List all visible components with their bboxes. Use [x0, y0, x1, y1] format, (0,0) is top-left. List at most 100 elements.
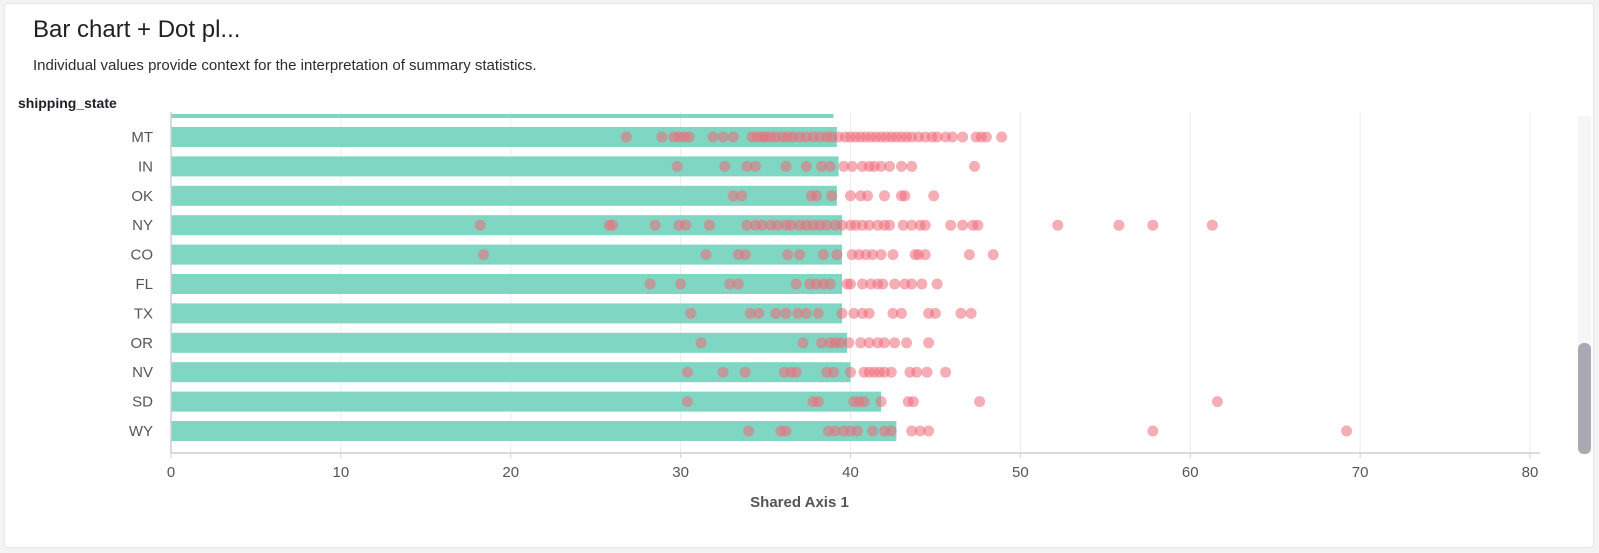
dot-ny — [945, 219, 957, 231]
dot-fl — [644, 278, 656, 290]
dot-fl — [724, 278, 736, 290]
dot-fl — [675, 278, 687, 290]
bar-mt — [171, 127, 837, 147]
x-tick-label: 70 — [1352, 464, 1369, 481]
scrollbar-thumb[interactable] — [1578, 343, 1591, 454]
dot-sd — [907, 396, 919, 408]
bar-ny — [171, 215, 843, 236]
bar-co — [171, 244, 843, 265]
dot-nv — [845, 366, 856, 378]
dot-in — [780, 160, 792, 172]
dot-tx — [770, 307, 782, 319]
dot-or — [878, 337, 890, 349]
dot-tx — [895, 307, 907, 319]
dot-nv — [681, 366, 693, 378]
dot-in — [824, 160, 836, 172]
dot-ny — [1206, 219, 1218, 231]
dot-sd — [858, 396, 870, 408]
dot-sd — [1211, 396, 1223, 408]
dot-in — [884, 160, 896, 172]
bar-ok — [171, 185, 837, 206]
dot-co — [875, 249, 887, 261]
dot-or — [863, 337, 875, 349]
dot-wy — [914, 425, 926, 437]
dot-mt — [931, 131, 943, 143]
x-tick-label: 80 — [1522, 464, 1539, 481]
dot-ok — [845, 190, 856, 202]
dot-ny — [919, 219, 931, 231]
category-label: CO — [131, 247, 154, 264]
x-axis-label: Shared Axis 1 — [750, 494, 849, 511]
dot-in — [906, 160, 918, 172]
category-label: SD — [132, 394, 153, 411]
dot-sd — [974, 396, 986, 408]
chart-subtitle: Individual values provide context for th… — [33, 57, 537, 74]
dot-ok — [736, 190, 748, 202]
dot-mt — [707, 131, 719, 143]
dot-wy — [923, 425, 935, 437]
dot-or — [923, 337, 935, 349]
dot-tx — [780, 307, 792, 319]
dot-wy — [1341, 425, 1353, 437]
bar-tx — [171, 303, 843, 324]
dot-nv — [739, 366, 751, 378]
dot-in — [800, 160, 812, 172]
dot-mt — [620, 131, 632, 143]
dot-or — [816, 337, 828, 349]
dot-ny — [680, 219, 692, 231]
dot-nv — [828, 366, 840, 378]
dot-ok — [826, 190, 838, 202]
dot-or — [901, 337, 913, 349]
dot-co — [919, 249, 931, 261]
dot-tx — [965, 307, 977, 319]
dot-co — [987, 249, 999, 261]
dot-in — [875, 160, 887, 172]
dot-nv — [885, 366, 897, 378]
dot-co — [478, 249, 490, 261]
dot-wy — [829, 425, 841, 437]
dot-ok — [878, 190, 890, 202]
dot-sd — [812, 396, 824, 408]
dot-ny — [972, 219, 984, 231]
dot-tx — [792, 307, 804, 319]
dot-tx — [685, 307, 697, 319]
dot-nv — [921, 366, 933, 378]
category-label: NY — [132, 217, 153, 234]
dot-co — [782, 249, 794, 261]
dot-ny — [474, 219, 486, 231]
dot-fl — [845, 278, 856, 290]
bar-or — [171, 332, 848, 353]
dot-or — [797, 337, 809, 349]
dot-mt — [957, 131, 969, 143]
x-tick-label: 10 — [333, 464, 350, 481]
dot-sd — [681, 396, 693, 408]
dot-tx — [848, 307, 860, 319]
dot-co — [794, 249, 806, 261]
dot-mt — [683, 131, 695, 143]
dot-ny — [607, 219, 619, 231]
dot-ny — [785, 219, 797, 231]
dot-nv — [940, 366, 952, 378]
dot-ok — [811, 190, 823, 202]
dot-ok — [727, 190, 739, 202]
category-label: IN — [138, 158, 153, 175]
dot-ny — [863, 219, 875, 231]
dot-ny — [884, 219, 896, 231]
bar-sd — [171, 391, 882, 412]
dot-mt — [946, 131, 958, 143]
dot-fl — [732, 278, 744, 290]
dot-ny — [756, 219, 768, 231]
dot-tx — [955, 307, 967, 319]
dot-sd — [875, 396, 887, 408]
dot-fl — [856, 278, 868, 290]
dot-in — [719, 160, 731, 172]
dot-fl — [889, 278, 901, 290]
dot-co — [739, 249, 751, 261]
dot-in — [671, 160, 683, 172]
chart-title: Bar chart + Dot pl... — [33, 16, 241, 43]
dot-ny — [957, 219, 969, 231]
category-label: NV — [132, 364, 153, 381]
dot-co — [867, 249, 879, 261]
category-label: OK — [131, 188, 153, 205]
